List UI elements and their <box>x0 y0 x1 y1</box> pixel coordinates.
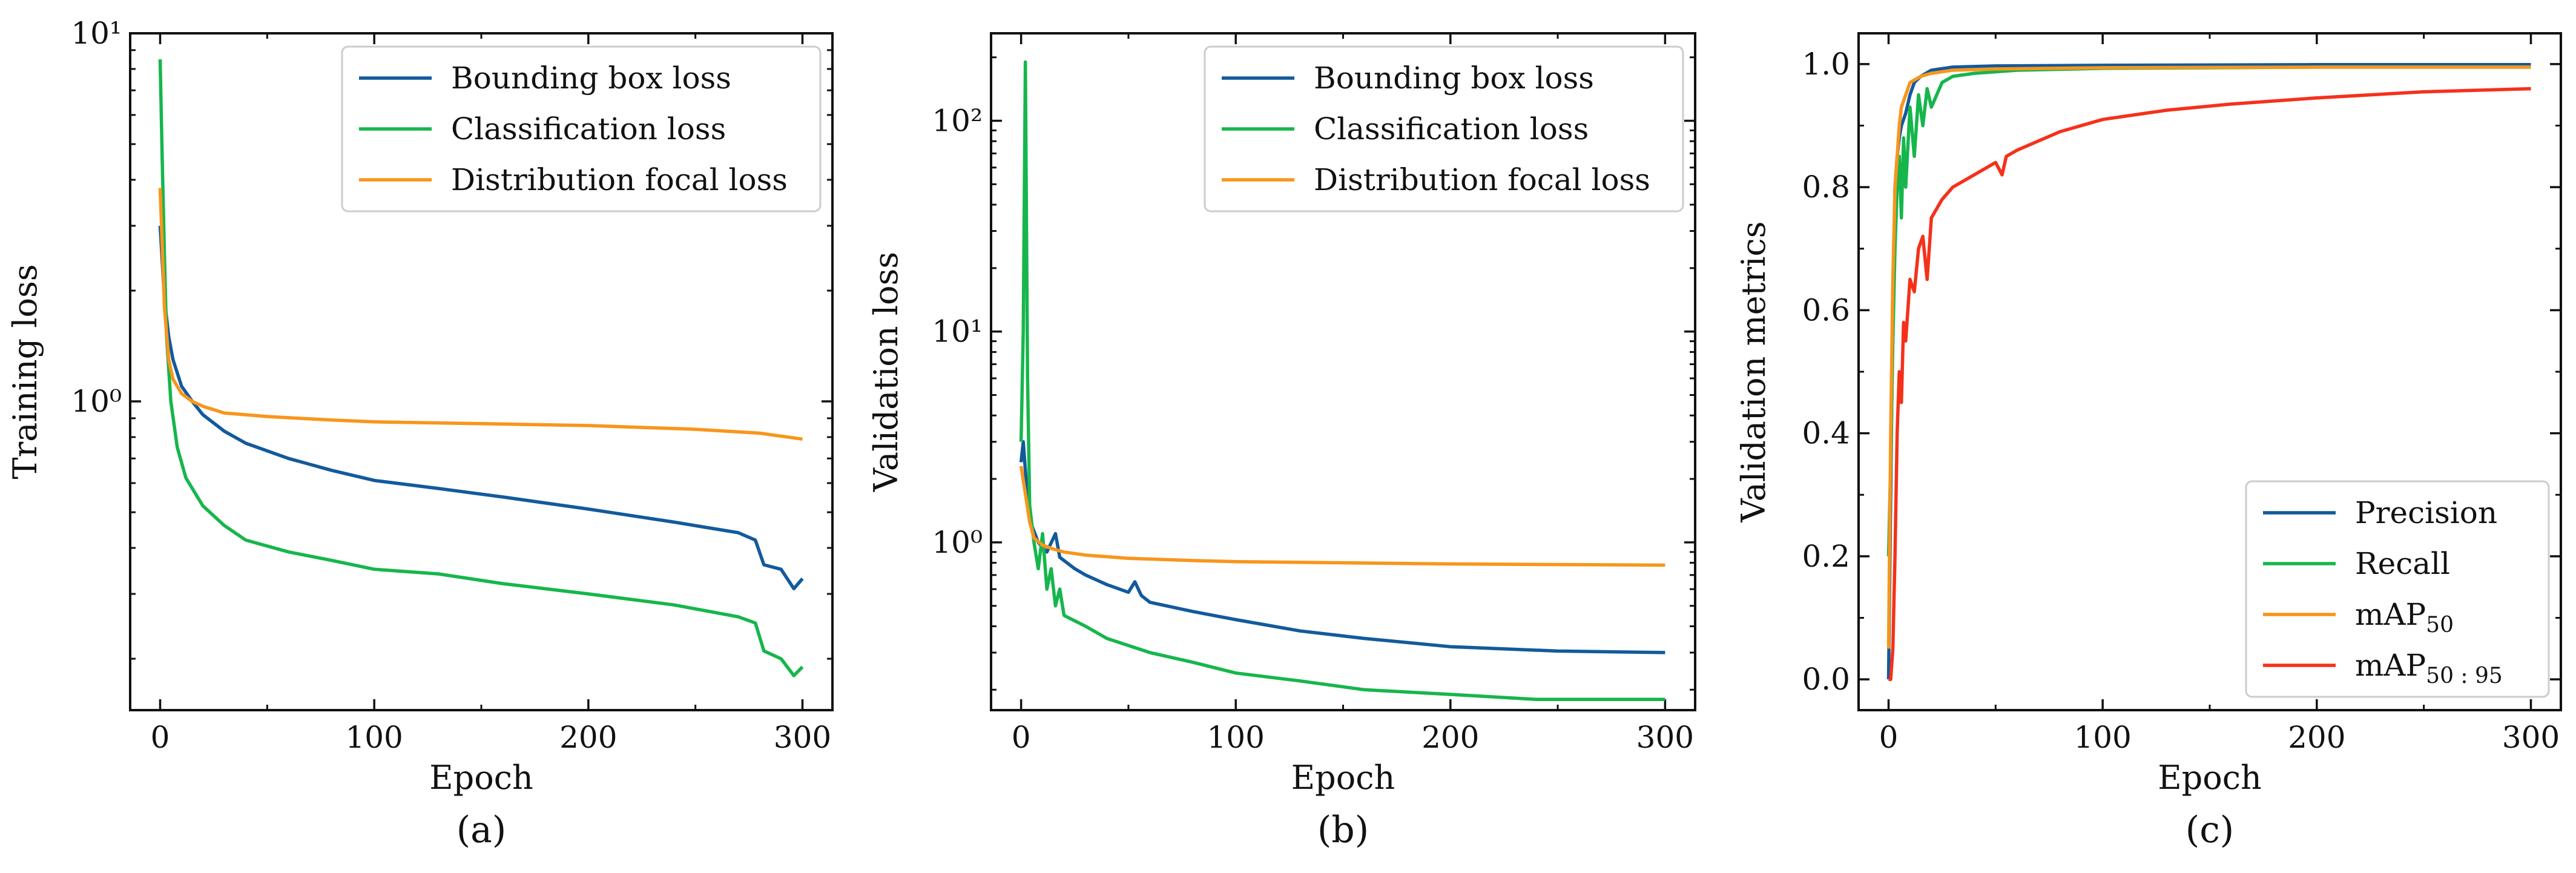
x-tick-label: 200 <box>2288 720 2345 755</box>
y-tick-label: 0.2 <box>1802 539 1850 574</box>
series-line-3 <box>1886 65 2531 649</box>
series-line-4 <box>1888 87 2531 681</box>
legend-label-subscript: 50 : 95 <box>2426 664 2503 688</box>
legend-label: Distribution focal loss <box>451 162 788 197</box>
legend-box <box>1204 45 1684 212</box>
x-axis-label: Epoch <box>2158 759 2262 797</box>
plot-frame <box>129 32 834 711</box>
y-axis-label: Validation metrics <box>1734 222 1773 523</box>
series-line-1 <box>1019 440 1665 654</box>
y-tick-label: 10⁰ <box>932 525 983 560</box>
panel-label: (c) <box>2186 809 2234 851</box>
y-tick-label: 1.0 <box>1802 47 1850 82</box>
y-tick-label: 10¹ <box>71 16 122 51</box>
legend: Bounding box loss Classification loss Dist… <box>1204 45 1684 212</box>
y-tick-label: 10⁰ <box>71 384 122 419</box>
series-line-2 <box>1886 65 2531 556</box>
y-tick-label: 0.6 <box>1802 292 1850 328</box>
legend-label: Bounding box loss <box>1314 61 1594 96</box>
x-tick-label: 200 <box>1421 720 1479 755</box>
legend-label: Classification loss <box>1314 111 1589 147</box>
legend: Bounding box loss Classification loss Dist… <box>341 45 822 212</box>
x-tick-label: 300 <box>774 720 831 755</box>
series-line-2 <box>1019 60 1665 701</box>
x-tick-label: 300 <box>2502 720 2560 755</box>
y-tick-label: 0.0 <box>1802 662 1850 697</box>
legend-box <box>341 45 822 212</box>
y-tick-label: 0.8 <box>1802 170 1850 205</box>
series-line-3 <box>1019 466 1665 567</box>
x-tick-label: 300 <box>1636 720 1694 755</box>
chart-panel-2: 10⁰ 10¹ 10² 0 100 200 300 Bounding box loss Clas… <box>867 32 1696 851</box>
legend-label: Bounding box loss <box>451 61 731 96</box>
y-tick-label: 10² <box>932 103 983 138</box>
x-axis-label: Epoch <box>429 759 533 797</box>
legend-label: Recall <box>2355 546 2450 581</box>
x-tick-label: 0 <box>1012 720 1031 755</box>
chart-panel-1: 10⁰ 10¹ 0 100 200 300 Bounding box loss Classif… <box>6 16 834 851</box>
plot-frame <box>990 32 1696 711</box>
legend-label: Classification loss <box>451 111 726 147</box>
y-axis-label: Validation loss <box>867 252 905 492</box>
y-tick-label: 10¹ <box>932 314 983 349</box>
x-tick-label: 100 <box>2074 720 2131 755</box>
legend-label: Precision <box>2355 495 2497 530</box>
x-tick-label: 100 <box>1207 720 1264 755</box>
series-line-3 <box>158 188 803 441</box>
series-line-1 <box>158 225 804 591</box>
x-tick-label: 200 <box>559 720 617 755</box>
plot-frame <box>1857 32 2562 711</box>
legend-label: Distribution focal loss <box>1314 162 1650 197</box>
panel-label: (a) <box>456 809 507 851</box>
x-tick-label: 0 <box>151 720 170 755</box>
legend-box <box>2245 480 2550 698</box>
y-axis-label: Training loss <box>6 264 44 479</box>
x-tick-label: 0 <box>1879 720 1899 755</box>
legend-label-subscript: 50 <box>2426 613 2454 637</box>
panel-label: (b) <box>1317 809 1369 851</box>
x-tick-label: 100 <box>345 720 403 755</box>
series-line-2 <box>158 59 804 677</box>
chart-panel-3: 0.0 0.2 0.4 0.6 0.8 1.0 0 100 200 300 Precision Rec… <box>1734 32 2562 851</box>
x-axis-label: Epoch <box>1291 759 1395 797</box>
y-tick-label: 0.4 <box>1802 416 1850 451</box>
